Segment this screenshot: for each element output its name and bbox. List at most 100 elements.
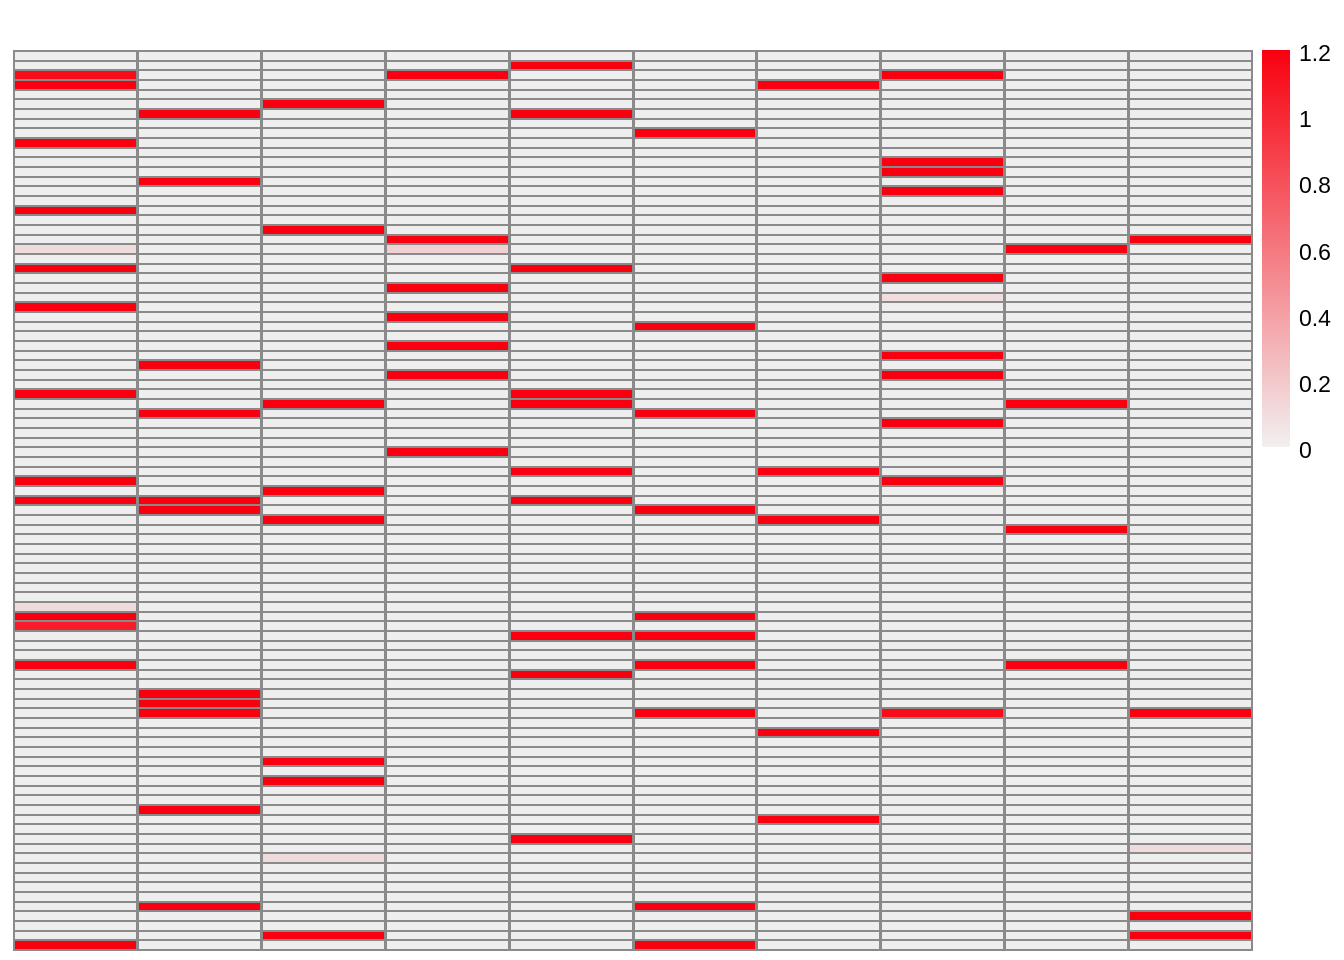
heatmap-cell — [1006, 583, 1128, 592]
heatmap-cell — [510, 361, 632, 369]
heatmap-cell — [15, 138, 136, 147]
heatmap-cell — [634, 90, 756, 99]
heatmap-cell — [138, 496, 260, 505]
heatmap-cell — [1130, 235, 1251, 244]
heatmap-cell — [386, 776, 508, 785]
heatmap-cell — [1006, 854, 1128, 862]
heatmap-cell — [634, 921, 756, 930]
heatmap-cell — [882, 883, 1004, 891]
heatmap-cell — [15, 477, 136, 485]
heatmap-cell — [510, 390, 632, 398]
heatmap-cell — [758, 52, 880, 60]
heatmap-cell — [758, 477, 880, 485]
heatmap-cell — [386, 921, 508, 930]
heatmap-cell — [138, 680, 260, 688]
heatmap-cell — [510, 264, 632, 273]
heatmap-cell — [510, 61, 632, 70]
heatmap-cell — [882, 80, 1004, 89]
heatmap-cell — [138, 457, 260, 466]
heatmap-cell — [1130, 805, 1251, 814]
heatmap-cell — [882, 71, 1004, 79]
heatmap-cell — [15, 254, 136, 263]
heatmap-cell — [15, 506, 136, 514]
heatmap-cell — [510, 805, 632, 814]
heatmap-cell — [138, 941, 260, 949]
heatmap-cell — [386, 825, 508, 833]
heatmap-cell — [15, 525, 136, 534]
heatmap-cell — [262, 535, 384, 543]
heatmap-cell — [882, 119, 1004, 128]
heatmap-cell — [386, 709, 508, 717]
heatmap-cell — [1006, 825, 1128, 833]
heatmap-cell — [510, 399, 632, 408]
heatmap-cell — [1130, 612, 1251, 621]
heatmap-cell — [15, 235, 136, 244]
heatmap-cell — [15, 776, 136, 785]
heatmap-cell — [1006, 90, 1128, 99]
heatmap-cell — [510, 912, 632, 920]
heatmap-cell — [758, 119, 880, 128]
heatmap-cell — [510, 670, 632, 679]
heatmap-cell — [386, 80, 508, 89]
heatmap-cell — [1130, 825, 1251, 833]
heatmap-cell — [634, 902, 756, 911]
heatmap-cell — [1006, 873, 1128, 882]
heatmap-cell — [758, 322, 880, 331]
heatmap-cell — [634, 660, 756, 669]
heatmap-cell — [1130, 776, 1251, 785]
heatmap-cell — [758, 216, 880, 224]
heatmap-cell — [1006, 515, 1128, 524]
heatmap-cell — [262, 815, 384, 824]
heatmap-cell — [510, 341, 632, 350]
heatmap-cell — [386, 486, 508, 495]
heatmap-cell — [138, 709, 260, 717]
heatmap-cell — [1130, 80, 1251, 89]
heatmap-cell — [1006, 486, 1128, 495]
heatmap-cell — [138, 631, 260, 640]
heatmap-cell — [386, 583, 508, 592]
heatmap-cell — [262, 738, 384, 746]
heatmap-cell — [138, 554, 260, 563]
heatmap-cell — [15, 100, 136, 108]
heatmap-cell — [510, 370, 632, 379]
heatmap-cell — [1130, 264, 1251, 273]
heatmap-cell — [262, 767, 384, 775]
heatmap-cell — [262, 283, 384, 292]
heatmap-cell — [262, 583, 384, 592]
heatmap-cell — [882, 486, 1004, 495]
heatmap-cell — [15, 467, 136, 476]
heatmap-cell — [634, 554, 756, 563]
heatmap-cell — [758, 776, 880, 785]
heatmap-cell — [1130, 109, 1251, 118]
heatmap-cell — [15, 602, 136, 611]
heatmap-cell — [386, 834, 508, 843]
heatmap-cell — [882, 747, 1004, 756]
heatmap-cell — [882, 312, 1004, 321]
heatmap-cell — [386, 119, 508, 128]
heatmap-cell — [634, 718, 756, 727]
heatmap-cell — [758, 631, 880, 640]
heatmap-cell — [510, 303, 632, 311]
heatmap-cell — [15, 129, 136, 137]
heatmap-cell — [510, 651, 632, 659]
heatmap-cell — [882, 506, 1004, 514]
heatmap-cell — [634, 274, 756, 282]
heatmap-cell — [758, 303, 880, 311]
heatmap-cell — [510, 892, 632, 901]
heatmap-cell — [15, 651, 136, 659]
heatmap-cell — [386, 902, 508, 911]
heatmap-cell — [510, 167, 632, 176]
heatmap-cell — [386, 747, 508, 756]
heatmap-cell — [882, 438, 1004, 447]
heatmap-cell — [1006, 757, 1128, 766]
heatmap-cell — [1006, 428, 1128, 437]
heatmap-cell — [262, 941, 384, 949]
heatmap-cell — [1130, 293, 1251, 302]
heatmap-cell — [1006, 370, 1128, 379]
heatmap-cell — [510, 206, 632, 215]
heatmap-cell — [1006, 254, 1128, 263]
heatmap-cell — [758, 312, 880, 321]
heatmap-cell — [15, 187, 136, 195]
heatmap-cell — [138, 361, 260, 369]
heatmap-cell — [510, 515, 632, 524]
